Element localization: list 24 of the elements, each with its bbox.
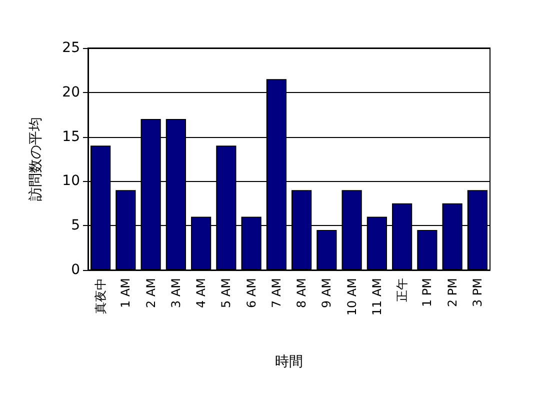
y-axis-title: 訪問数の平均 — [28, 117, 44, 201]
y-tick-label: 20 — [62, 84, 80, 100]
x-tick-label: 6 AM — [244, 278, 258, 308]
y-tick-label: 5 — [71, 218, 80, 234]
x-tick-label: 7 AM — [269, 278, 284, 308]
y-tick-label: 15 — [62, 128, 80, 145]
x-tick-label: 5 AM — [219, 278, 234, 308]
y-tick-label: 10 — [62, 173, 80, 190]
x-tick-label: 2 AM — [144, 278, 158, 308]
x-tick-label: 3 AM — [168, 278, 183, 308]
y-tick-label: 25 — [62, 40, 80, 56]
x-tick-label: 8 AM — [294, 278, 309, 308]
x-tick-label: 11 AM — [370, 278, 384, 316]
x-tick-label: 4 AM — [194, 278, 208, 308]
x-tick-label: 3 PM — [470, 278, 484, 308]
x-axis-title: 時間 — [275, 354, 303, 370]
x-tick-label: 真夜中 — [94, 278, 108, 314]
x-tick-label: 1 AM — [118, 278, 133, 308]
x-tick-label: 2 PM — [445, 278, 460, 308]
y-tick-label: 0 — [71, 262, 80, 278]
x-tick-label: 9 AM — [320, 278, 334, 308]
x-tick-label: 10 AM — [344, 278, 359, 316]
x-tick-label: 1 PM — [420, 278, 434, 308]
x-tick-label: 正午 — [395, 278, 410, 302]
